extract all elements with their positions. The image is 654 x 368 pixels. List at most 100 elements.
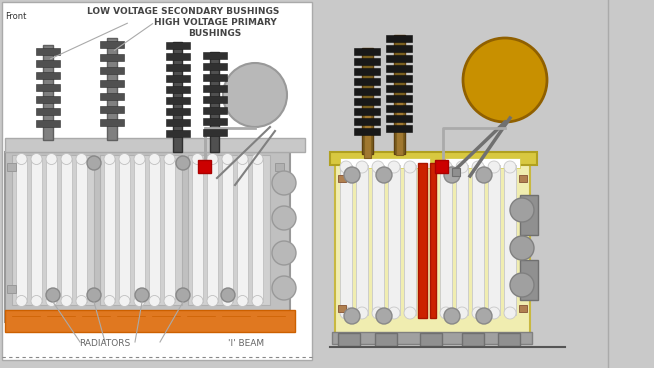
Circle shape [104, 153, 115, 164]
Bar [462, 333, 484, 346]
Circle shape [456, 307, 468, 319]
Bar [173, 42, 182, 152]
Bar [36, 96, 60, 103]
Bar [386, 85, 412, 92]
Circle shape [87, 156, 101, 170]
Circle shape [476, 308, 492, 324]
Bar [7, 285, 16, 293]
Circle shape [223, 63, 287, 127]
Bar [100, 80, 124, 87]
Circle shape [504, 161, 516, 173]
Bar [388, 165, 400, 315]
Bar [119, 158, 130, 302]
Bar [520, 260, 538, 300]
Circle shape [510, 198, 534, 222]
Circle shape [356, 161, 368, 173]
Bar [166, 97, 190, 104]
Bar [36, 72, 60, 79]
Bar [356, 165, 368, 315]
Circle shape [149, 296, 160, 307]
Circle shape [463, 38, 547, 122]
Bar [100, 41, 124, 48]
Bar [386, 45, 412, 52]
Bar [354, 68, 380, 75]
Bar [43, 45, 53, 140]
Bar [207, 158, 218, 302]
Bar [203, 118, 227, 125]
Bar [166, 130, 190, 137]
Circle shape [61, 296, 72, 307]
Bar [36, 108, 60, 115]
Bar [519, 175, 527, 182]
Circle shape [272, 171, 296, 195]
Bar [340, 165, 352, 315]
Circle shape [176, 288, 190, 302]
Bar [420, 333, 442, 346]
Circle shape [164, 296, 175, 307]
Circle shape [388, 161, 400, 173]
Circle shape [134, 296, 145, 307]
Bar [222, 158, 233, 302]
Circle shape [104, 296, 115, 307]
Bar [210, 52, 219, 152]
Circle shape [388, 307, 400, 319]
Bar [36, 60, 60, 67]
Circle shape [76, 296, 87, 307]
Circle shape [252, 296, 263, 307]
Circle shape [376, 167, 392, 183]
Circle shape [252, 153, 263, 164]
Circle shape [444, 308, 460, 324]
Bar [7, 163, 16, 171]
Circle shape [472, 161, 484, 173]
Circle shape [135, 288, 149, 302]
Bar [100, 93, 124, 100]
Bar [404, 165, 416, 315]
Circle shape [456, 161, 468, 173]
Circle shape [510, 273, 534, 297]
Circle shape [376, 308, 392, 324]
Bar [520, 195, 538, 235]
Circle shape [340, 161, 352, 173]
Circle shape [237, 296, 248, 307]
Circle shape [119, 296, 130, 307]
Bar [504, 165, 516, 315]
Bar [100, 54, 124, 61]
Bar [354, 98, 380, 105]
Bar [46, 158, 57, 302]
Circle shape [488, 161, 500, 173]
Circle shape [16, 296, 27, 307]
Circle shape [134, 153, 145, 164]
Circle shape [31, 296, 42, 307]
Bar [100, 155, 182, 305]
Circle shape [61, 153, 72, 164]
Circle shape [46, 296, 57, 307]
Circle shape [372, 307, 384, 319]
Bar [166, 86, 190, 93]
Circle shape [46, 153, 57, 164]
Circle shape [472, 307, 484, 319]
Bar [498, 333, 520, 346]
Circle shape [340, 307, 352, 319]
Bar [354, 128, 380, 135]
Bar [332, 332, 532, 344]
Bar [61, 158, 72, 302]
Circle shape [272, 206, 296, 230]
Bar [252, 158, 263, 302]
Bar [519, 305, 527, 312]
Bar [452, 168, 460, 176]
Text: RADIATORS: RADIATORS [79, 339, 131, 348]
Bar [166, 64, 190, 71]
Circle shape [119, 153, 130, 164]
Bar [330, 152, 537, 165]
Bar [192, 158, 203, 302]
Circle shape [404, 307, 416, 319]
Bar [31, 158, 42, 302]
Bar [275, 163, 284, 171]
Circle shape [221, 288, 235, 302]
Circle shape [46, 288, 60, 302]
Bar [430, 163, 436, 318]
Bar [275, 285, 284, 293]
Bar [36, 120, 60, 127]
Bar [5, 310, 295, 332]
Bar [354, 48, 380, 55]
